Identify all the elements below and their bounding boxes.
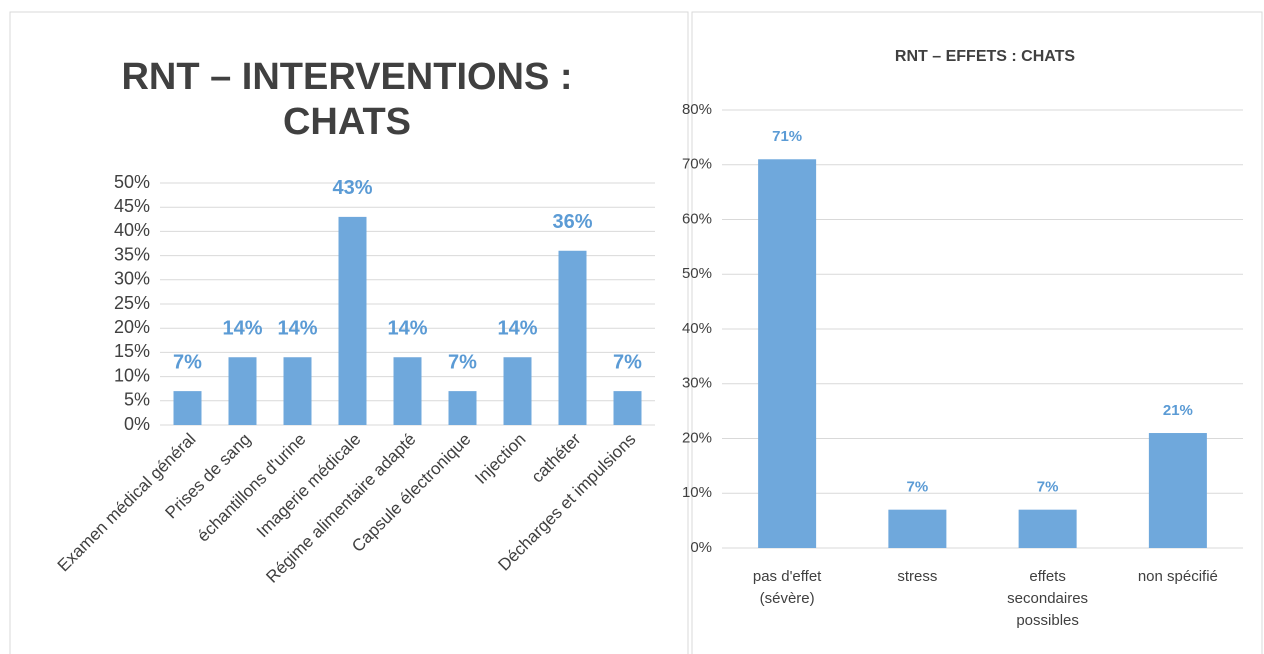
y-tick-label: 20% — [682, 429, 712, 446]
y-tick-label: 45% — [114, 196, 150, 216]
y-tick-label: 0% — [124, 414, 150, 434]
y-tick-label: 70% — [682, 156, 712, 173]
value-label: 7% — [907, 479, 929, 496]
x-tick-label-box: pas d'effet (sévère) — [752, 568, 822, 607]
value-label: 43% — [332, 177, 372, 199]
bar — [448, 391, 477, 425]
y-tick-label: 80% — [682, 101, 712, 118]
x-tick-label: effets secondaires possibles — [1007, 568, 1089, 629]
y-tick-label: 30% — [114, 269, 150, 289]
y-tick-label: 35% — [114, 244, 150, 264]
x-tick-label-box: effets secondaires possibles — [1007, 568, 1089, 629]
y-tick-label: 0% — [690, 539, 712, 556]
chart-title-box: RNT – EFFETS : CHATS — [894, 48, 1076, 65]
y-tick-label: 10% — [114, 365, 150, 385]
y-tick-label: 5% — [124, 390, 150, 410]
y-tick-label: 60% — [682, 210, 712, 227]
y-tick-label: 15% — [114, 341, 150, 361]
x-tick-label: stress — [897, 568, 938, 585]
y-tick-label: 20% — [114, 317, 150, 337]
chart-title: RNT – INTERVENTIONS : CHATS — [121, 56, 573, 143]
bar — [1018, 509, 1077, 548]
bar — [1148, 433, 1207, 548]
y-tick-label: 25% — [114, 293, 150, 313]
value-label: 71% — [772, 128, 802, 145]
value-label: 14% — [387, 318, 427, 340]
bar — [228, 357, 257, 425]
value-label: 7% — [173, 351, 202, 373]
bar — [558, 250, 587, 425]
bar — [338, 216, 367, 425]
value-label: 14% — [222, 318, 262, 340]
chart-title: RNT – EFFETS : CHATS — [894, 48, 1076, 65]
bar — [888, 509, 947, 548]
value-label: 14% — [277, 318, 317, 340]
value-label: 36% — [552, 211, 592, 233]
x-tick-label: pas d'effet (sévère) — [752, 568, 822, 607]
x-tick-label-box: stress — [897, 568, 938, 585]
bar — [758, 159, 817, 548]
y-tick-label: 50% — [114, 172, 150, 192]
y-tick-label: 30% — [682, 375, 712, 392]
bar — [503, 357, 532, 425]
value-label: 7% — [613, 351, 642, 373]
y-tick-label: 40% — [114, 220, 150, 240]
y-tick-label: 50% — [682, 265, 712, 282]
x-tick-label-box: non spécifié — [1137, 568, 1218, 585]
chart-title-box: RNT – INTERVENTIONS : CHATS — [121, 56, 573, 143]
value-label: 7% — [448, 351, 477, 373]
value-label: 7% — [1037, 479, 1059, 496]
y-tick-label: 10% — [682, 484, 712, 501]
x-tick-label: non spécifié — [1137, 568, 1218, 585]
bar — [283, 357, 312, 425]
value-label: 14% — [497, 318, 537, 340]
bar — [393, 357, 422, 425]
bar — [173, 391, 202, 425]
value-label: 21% — [1163, 402, 1193, 419]
y-tick-label: 40% — [682, 320, 712, 337]
bar — [613, 391, 642, 425]
